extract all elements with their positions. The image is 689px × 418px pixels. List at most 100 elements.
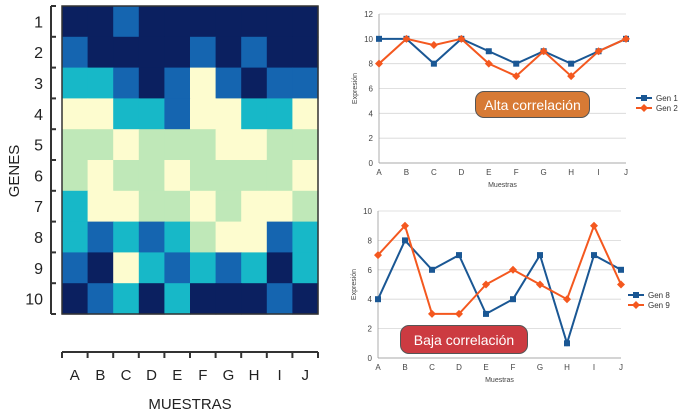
x-tick-label: H <box>564 363 570 372</box>
heatmap-cell <box>164 36 191 69</box>
heatmap-chart: 1 2 3 4 5 6 7 8 9 10 A B C D E F G H I J MUESTRAS GENES <box>6 5 319 413</box>
heatmap-cell <box>87 221 114 253</box>
heatmap-cell <box>164 98 191 130</box>
series-line <box>379 37 627 66</box>
heatmap-cell <box>62 252 89 284</box>
heatmap-cell <box>113 36 140 69</box>
data-point <box>539 47 548 56</box>
heatmap-cell <box>113 190 140 223</box>
y-tick-label: 0 <box>369 159 374 168</box>
heatmap-cell <box>292 252 319 284</box>
heatmap-cell <box>215 221 242 253</box>
heatmap-cell <box>62 221 89 253</box>
data-point <box>590 221 598 230</box>
heatmap-row-label: 5 <box>34 138 43 155</box>
data-point <box>374 251 382 260</box>
x-tick-label: F <box>511 363 516 372</box>
series-line <box>377 238 622 347</box>
data-point <box>622 34 630 43</box>
heatmap-cell <box>266 283 293 315</box>
heatmap-cell <box>215 283 242 315</box>
heatmap-cell <box>62 36 89 69</box>
data-point <box>402 237 408 244</box>
legend-label: Gen 8 <box>648 291 670 300</box>
data-point <box>401 221 409 230</box>
heatmap-cell <box>241 221 268 253</box>
heatmap-cell <box>62 67 89 99</box>
heatmap-cell <box>292 160 319 192</box>
heatmap-cell <box>266 129 293 161</box>
data-point <box>485 48 492 55</box>
heatmap-cell <box>190 252 217 284</box>
heatmap-cell <box>87 67 114 99</box>
y-tick-label: 10 <box>364 35 373 44</box>
heatmap-cell <box>164 190 191 223</box>
heatmap-cell <box>113 160 140 192</box>
data-point <box>375 296 381 303</box>
series-line <box>377 223 622 315</box>
heatmap-cell <box>215 129 242 161</box>
data-point <box>640 104 648 112</box>
x-tick-label: D <box>458 168 464 177</box>
y-tick-label: 0 <box>368 354 373 363</box>
heatmap-cell <box>190 129 217 161</box>
y-tick-label: 12 <box>364 10 373 19</box>
heatmap-cell <box>62 190 89 223</box>
heatmap-cell <box>215 67 242 99</box>
x-tick-label: B <box>404 168 409 177</box>
heatmap-cell <box>292 98 319 130</box>
heatmap-cell <box>241 36 268 69</box>
heatmap-column-label: D <box>146 367 157 384</box>
annotation-high-correlation: Alta correlación <box>475 91 590 118</box>
heatmap-cell <box>215 6 242 38</box>
heatmap-cell <box>138 129 165 161</box>
x-tick-label: H <box>568 168 574 177</box>
x-tick-label: B <box>402 363 407 372</box>
y-axis-title: Expresión <box>352 73 359 104</box>
x-tick-label: I <box>597 168 599 177</box>
heatmap-column-label: E <box>172 367 182 384</box>
heatmap-cell <box>292 221 319 253</box>
heatmap-row-label: 4 <box>34 107 43 124</box>
heatmap-cell <box>215 160 242 192</box>
heatmap-cell <box>113 221 140 253</box>
heatmap-cell <box>266 36 293 69</box>
heatmap-column-label: H <box>249 367 260 384</box>
x-tick-label: C <box>429 363 435 372</box>
y-tick-label: 6 <box>368 266 373 275</box>
data-point <box>456 252 462 259</box>
heatmap-cell <box>62 98 89 130</box>
legend-label: Gen 2 <box>656 104 678 113</box>
data-point <box>564 340 570 347</box>
heatmap-cell <box>164 67 191 99</box>
heatmap-cell <box>164 6 191 38</box>
data-point <box>402 34 411 43</box>
data-point <box>484 59 493 68</box>
heatmap-cell <box>113 67 140 99</box>
heatmap-row-label: 7 <box>34 199 43 216</box>
data-point <box>455 309 463 318</box>
heatmap-cell <box>62 283 89 315</box>
heatmap-cell <box>215 252 242 284</box>
x-axis-title: Muestras <box>488 182 517 189</box>
heatmap-row-label: 1 <box>34 14 43 31</box>
heatmap-cell <box>113 252 140 284</box>
data-point <box>568 60 575 67</box>
heatmap-cell <box>266 98 293 130</box>
y-axis-title: Expresión <box>351 269 358 300</box>
data-point <box>429 266 435 273</box>
y-tick-label: 10 <box>363 207 372 216</box>
heatmap-cell <box>62 129 89 161</box>
heatmap-column-label: C <box>121 367 132 384</box>
heatmap-cell <box>241 190 268 223</box>
heatmap-cell <box>241 6 268 38</box>
heatmap-cell <box>113 129 140 161</box>
data-point <box>375 59 383 68</box>
heatmap-cell <box>241 252 268 284</box>
heatmap-cell <box>113 6 140 38</box>
x-tick-label: J <box>624 168 628 177</box>
heatmap-cell <box>164 129 191 161</box>
heatmap-y-axis-title: GENES <box>6 145 23 198</box>
heatmap-cell <box>241 129 268 161</box>
